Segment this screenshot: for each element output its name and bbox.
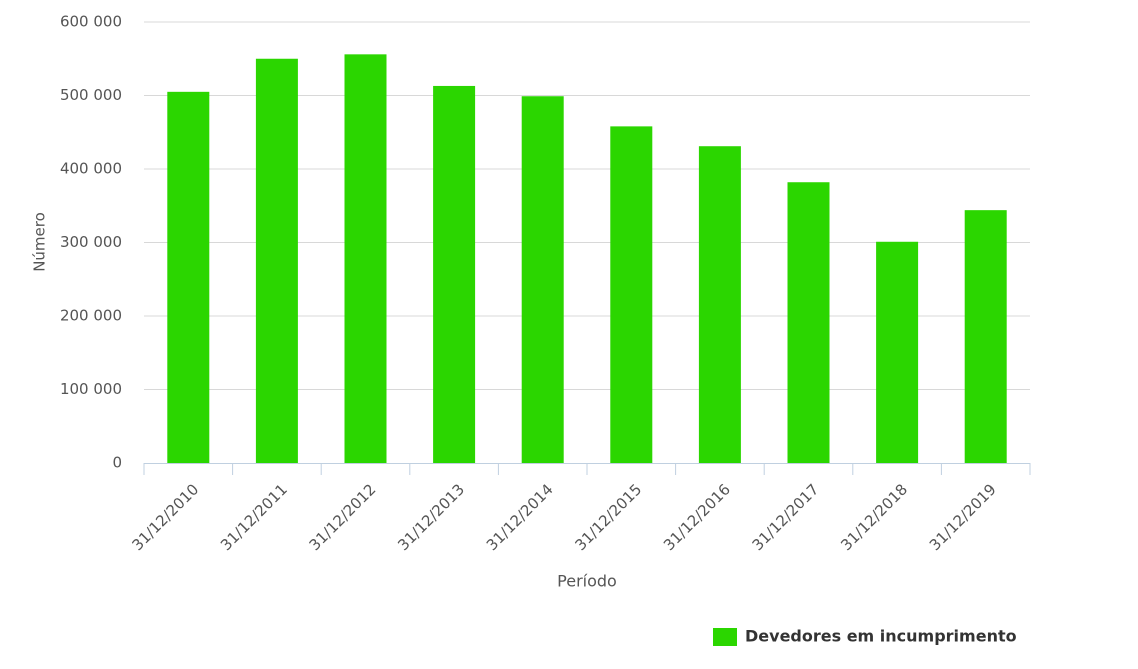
y-tick-label: 400 000 xyxy=(60,160,122,178)
x-tick-label: 31/12/2014 xyxy=(483,480,557,554)
legend-label: Devedores em incumprimento xyxy=(745,627,1017,646)
y-tick-label: 200 000 xyxy=(60,307,122,325)
x-tick-label: 31/12/2016 xyxy=(660,480,734,554)
x-tick-label: 31/12/2017 xyxy=(749,480,823,554)
bar xyxy=(876,241,919,463)
bar xyxy=(344,54,387,464)
y-tick-label: 600 000 xyxy=(60,13,122,31)
bar xyxy=(167,91,210,463)
bar xyxy=(255,58,298,463)
bar xyxy=(787,182,830,464)
x-tick-label: 31/12/2015 xyxy=(571,480,645,554)
y-tick-label: 300 000 xyxy=(60,233,122,251)
x-tick-label: 31/12/2013 xyxy=(394,480,468,554)
y-tick-label: 0 xyxy=(112,454,122,472)
bar xyxy=(964,210,1007,463)
y-axis-title: Número xyxy=(31,212,49,272)
bar xyxy=(433,85,476,463)
bar xyxy=(521,96,564,464)
bar xyxy=(610,126,653,464)
legend-swatch xyxy=(713,628,737,646)
x-tick-label: 31/12/2012 xyxy=(306,480,380,554)
x-tick-label: 31/12/2019 xyxy=(926,480,1000,554)
x-tick-label: 31/12/2010 xyxy=(128,480,202,554)
y-tick-label: 500 000 xyxy=(60,86,122,104)
bar xyxy=(698,146,741,463)
x-axis-title: Período xyxy=(557,572,617,591)
x-tick-label: 31/12/2018 xyxy=(837,480,911,554)
x-tick-label: 31/12/2011 xyxy=(217,480,291,554)
y-tick-label: 100 000 xyxy=(60,380,122,398)
